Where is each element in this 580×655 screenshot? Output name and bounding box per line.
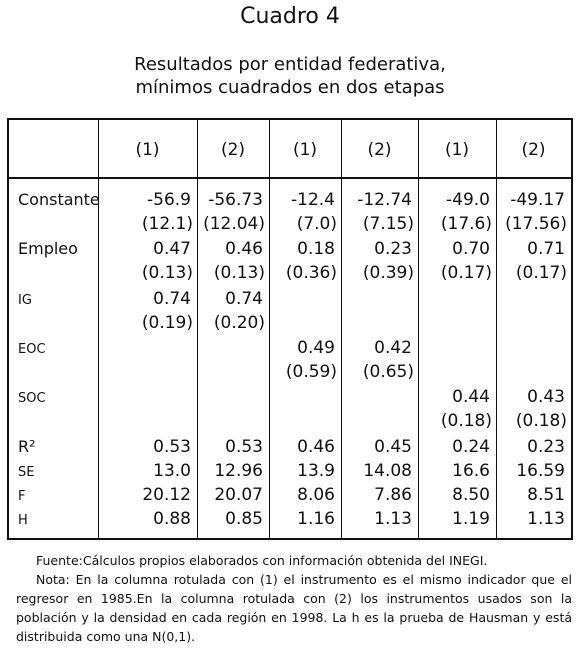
column-rule (269, 118, 270, 538)
coefficient: 7.86 (374, 485, 412, 506)
row-label: F (18, 489, 26, 505)
coefficient: -49.17 (510, 190, 565, 210)
coefficient: 0.74 (153, 288, 191, 309)
row-label: IG (18, 292, 32, 308)
note: Nota: En la columna rotulada con (1) el … (16, 572, 572, 644)
coefficient: -12.4 (291, 190, 335, 210)
standard-error: (17.6) (440, 214, 492, 234)
column-header: (1) (292, 140, 318, 160)
coefficient: 8.50 (452, 485, 490, 506)
coefficient: 0.44 (452, 387, 490, 408)
table-frame (7, 118, 573, 540)
source: Fuente:Cálculos propios elaborados con i… (36, 553, 488, 568)
coefficient: 0.53 (153, 436, 191, 457)
standard-error: (0.17) (515, 263, 567, 284)
coefficient: -56.73 (208, 190, 263, 210)
subtitle: Resultados por entidad federativa, (134, 54, 446, 75)
subtitle: mínimos cuadrados en dos etapas (135, 77, 445, 98)
column-rule (98, 118, 99, 538)
column-header: (1) (444, 140, 470, 160)
coefficient: 0.42 (374, 337, 412, 358)
column-rule (496, 118, 497, 538)
standard-error: (7.15) (362, 214, 414, 234)
column-header: (2) (521, 140, 546, 160)
coefficient: 0.47 (153, 239, 191, 260)
column-header: (2) (367, 140, 392, 160)
standard-error: (0.19) (141, 312, 193, 333)
coefficient: 13.9 (297, 460, 335, 481)
coefficient: 12.96 (214, 460, 263, 481)
row-label: H (18, 513, 28, 529)
standard-error: (7.0) (296, 214, 337, 234)
standard-error: (0.59) (285, 361, 337, 382)
coefficient: 0.24 (452, 436, 490, 457)
column-rule (341, 118, 342, 538)
standard-error: (0.36) (285, 263, 337, 284)
coefficient: 0.53 (225, 436, 263, 457)
coefficient: 1.13 (374, 509, 412, 530)
coefficient: 1.19 (452, 509, 490, 530)
notes: Fuente:Cálculos propios elaborados con i… (16, 551, 572, 646)
standard-error: (12.04) (203, 214, 265, 234)
standard-error: (0.39) (362, 263, 414, 284)
coefficient: 14.08 (363, 460, 412, 481)
standard-error: (0.65) (362, 361, 414, 382)
column-header: (2) (220, 140, 246, 160)
coefficient: 0.71 (527, 239, 565, 260)
coefficient: -12.74 (357, 190, 412, 210)
coefficient: 0.46 (225, 239, 263, 260)
column-rule (197, 118, 198, 538)
coefficient: 0.88 (153, 509, 191, 530)
coefficient: 16.59 (516, 460, 565, 481)
standard-error: (17.56) (505, 214, 567, 234)
standard-error: (0.18) (440, 411, 492, 432)
row-label: EOC (18, 341, 46, 357)
coefficient: 0.45 (374, 436, 412, 457)
coefficient: 8.06 (297, 485, 335, 506)
coefficient: 0.49 (297, 337, 335, 358)
row-label: Constante (18, 190, 100, 209)
coefficient: 0.23 (527, 436, 565, 457)
column-rule (418, 118, 419, 538)
standard-error: (12.1) (141, 214, 193, 234)
coefficient: 1.16 (297, 509, 335, 530)
coefficient: 8.51 (527, 485, 565, 506)
standard-error: (0.17) (440, 263, 492, 284)
coefficient: 20.07 (214, 485, 263, 506)
row-label: R² (18, 436, 36, 456)
header-rule (7, 177, 571, 179)
coefficient: 0.18 (297, 239, 335, 260)
standard-error: (0.13) (141, 263, 193, 284)
standard-error: (0.20) (213, 312, 265, 333)
standard-error: (0.13) (213, 263, 265, 284)
coefficient: 0.70 (452, 239, 490, 260)
title: Cuadro 4 (240, 4, 340, 29)
column-header: (1) (135, 140, 160, 160)
coefficient: 0.85 (225, 509, 263, 530)
coefficient: -49.0 (446, 190, 490, 210)
row-label: SE (18, 464, 35, 480)
coefficient: 16.6 (452, 460, 490, 481)
coefficient: 20.12 (142, 485, 191, 506)
coefficient: 1.13 (527, 509, 565, 530)
row-label: Empleo (18, 239, 78, 259)
coefficient: 13.0 (153, 460, 191, 481)
coefficient: 0.74 (225, 288, 263, 309)
coefficient: 0.46 (297, 436, 335, 457)
coefficient: 0.23 (374, 239, 412, 260)
coefficient: -56.9 (147, 190, 191, 210)
standard-error: (0.18) (515, 411, 567, 432)
coefficient: 0.43 (527, 387, 565, 408)
row-label: SOC (18, 391, 46, 407)
